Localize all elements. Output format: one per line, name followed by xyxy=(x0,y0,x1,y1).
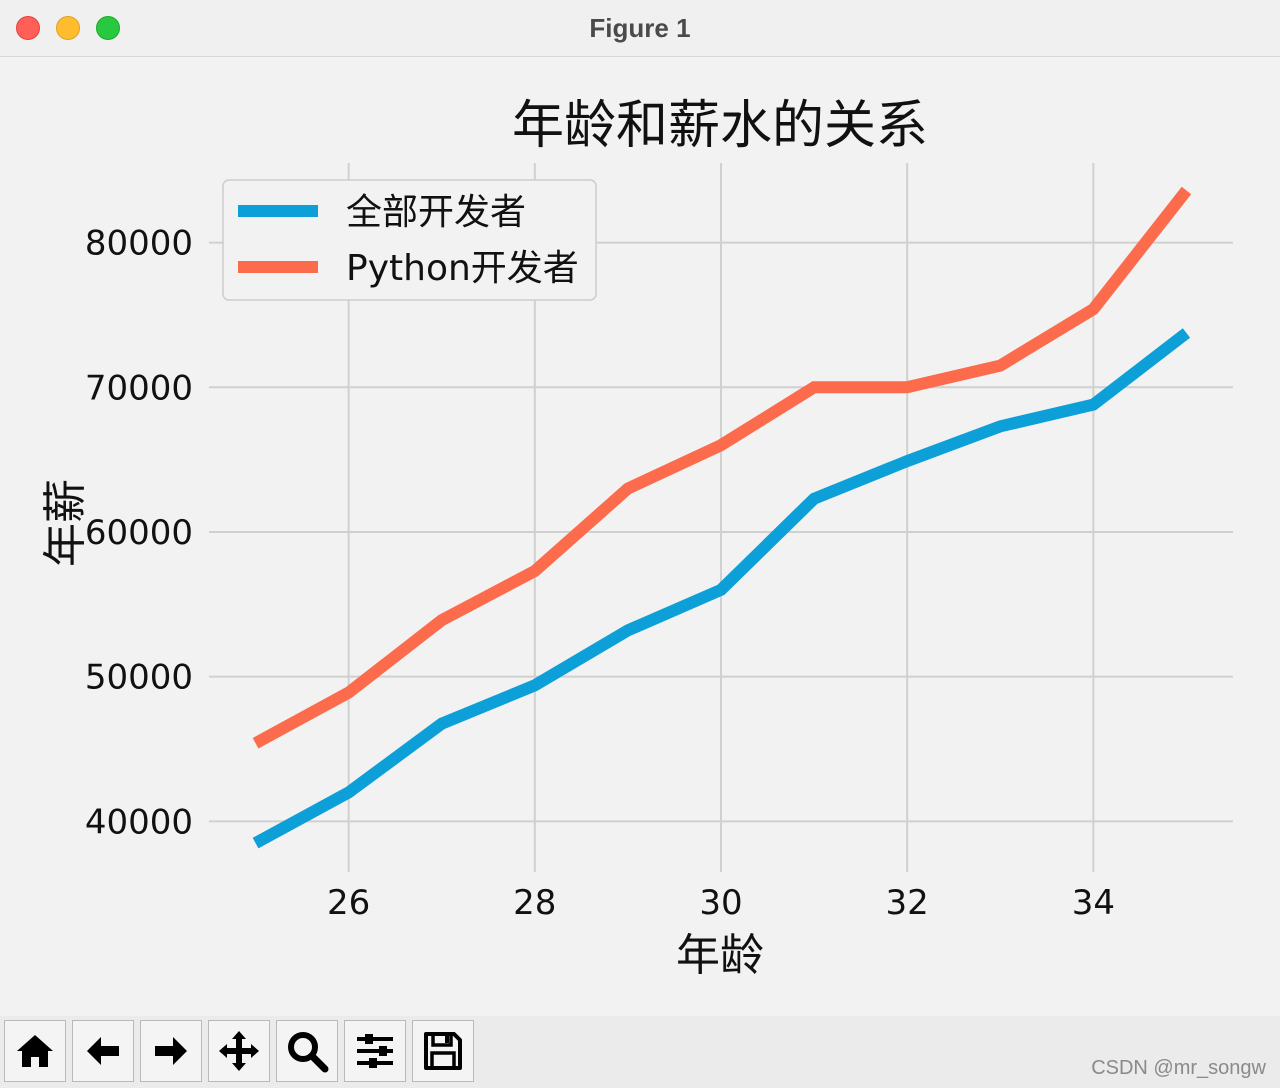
x-axis-label: 年龄 xyxy=(676,930,764,981)
maximize-window-button[interactable] xyxy=(96,16,120,40)
home-icon xyxy=(17,1035,53,1067)
series-line-2 xyxy=(252,186,1192,749)
navigation-toolbar: CSDN @mr_songw xyxy=(0,1016,1280,1088)
legend-label-2: Python开发者 xyxy=(346,248,579,289)
x-tick-label: 32 xyxy=(886,883,929,923)
back-arrow-icon xyxy=(87,1037,119,1065)
close-window-button[interactable] xyxy=(16,16,40,40)
grid-lines xyxy=(209,163,1233,872)
series-lines xyxy=(252,186,1192,849)
y-tick-label: 80000 xyxy=(85,224,193,264)
y-tick-label: 50000 xyxy=(85,658,193,698)
back-button[interactable] xyxy=(72,1020,134,1082)
minimize-window-button[interactable] xyxy=(56,16,80,40)
watermark: CSDN @mr_songw xyxy=(1091,1057,1266,1079)
legend-label-1: 全部开发者 xyxy=(346,192,526,233)
save-floppy-icon xyxy=(424,1032,462,1070)
x-tick-label: 34 xyxy=(1072,883,1115,923)
y-tick-label: 40000 xyxy=(85,802,193,842)
pan-button[interactable] xyxy=(208,1020,270,1082)
y-axis-label: 年薪 xyxy=(40,479,91,567)
legend: 全部开发者 Python开发者 xyxy=(222,179,597,301)
x-tick-label: 26 xyxy=(327,883,370,923)
forward-button[interactable] xyxy=(140,1020,202,1082)
window-title: Figure 1 xyxy=(589,13,691,43)
series-line-1 xyxy=(252,328,1191,849)
x-tick-label: 28 xyxy=(513,883,556,923)
window-titlebar: Figure 1 xyxy=(0,0,1280,57)
y-tick-label: 70000 xyxy=(85,368,193,408)
forward-arrow-icon xyxy=(155,1037,187,1065)
zoom-button[interactable] xyxy=(276,1020,338,1082)
pan-move-icon xyxy=(219,1031,259,1071)
configure-subplots-button[interactable] xyxy=(344,1020,406,1082)
figure-canvas[interactable]: 26 28 30 32 34 40000 50000 60000 70000 80000 年龄和薪… xyxy=(0,57,1280,1015)
chart-title: 年龄和薪水的关系 xyxy=(512,96,928,156)
tick-labels: 26 28 30 32 34 40000 50000 60000 70000 80000 xyxy=(85,224,1115,923)
configure-sliders-icon xyxy=(357,1034,393,1068)
save-button[interactable] xyxy=(412,1020,474,1082)
home-button[interactable] xyxy=(4,1020,66,1082)
x-tick-label: 30 xyxy=(699,883,742,923)
zoom-magnifier-icon xyxy=(288,1032,329,1073)
y-tick-label: 60000 xyxy=(85,513,193,553)
